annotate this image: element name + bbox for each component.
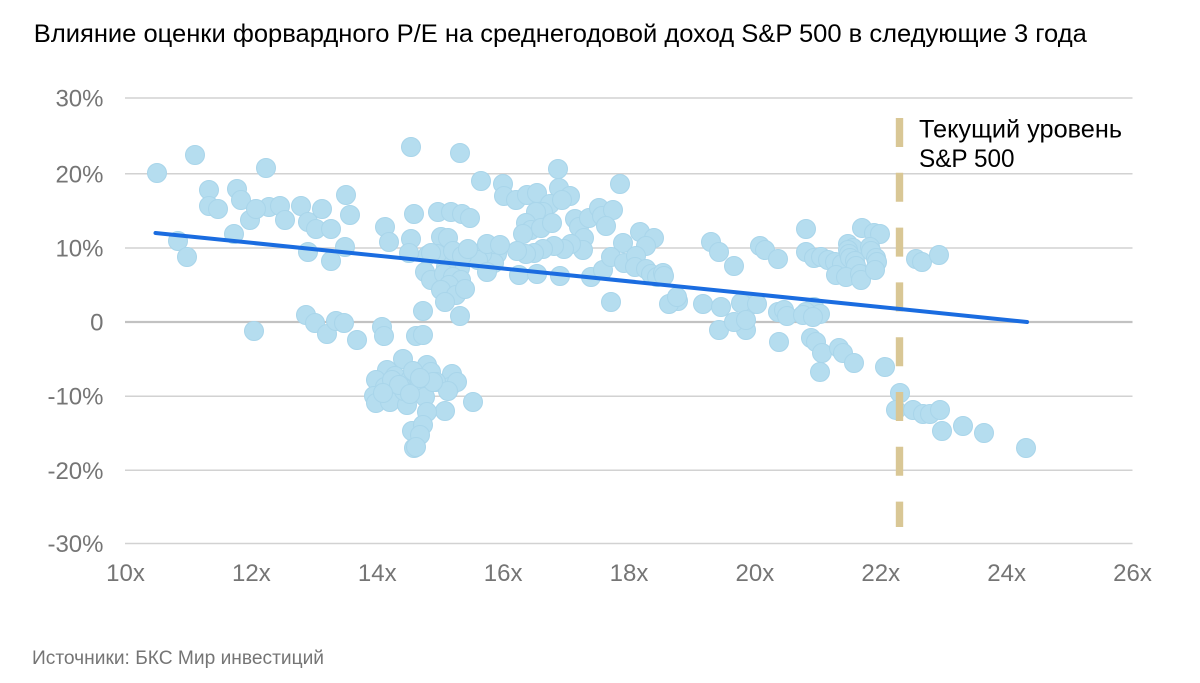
svg-text:-20%: -20% bbox=[47, 458, 103, 485]
svg-text:Источники: БКС Мир инвестиций: Источники: БКС Мир инвестиций bbox=[32, 648, 324, 669]
svg-text:22x: 22x bbox=[861, 560, 900, 587]
svg-text:18x: 18x bbox=[610, 560, 649, 587]
svg-text:Текущий уровень: Текущий уровень bbox=[919, 116, 1122, 144]
svg-text:10%: 10% bbox=[55, 236, 103, 263]
svg-text:20%: 20% bbox=[55, 161, 103, 188]
svg-text:12x: 12x bbox=[232, 560, 271, 587]
svg-text:S&P 500: S&P 500 bbox=[919, 145, 1015, 173]
svg-text:-30%: -30% bbox=[47, 531, 103, 558]
svg-text:14x: 14x bbox=[358, 560, 397, 587]
svg-text:30%: 30% bbox=[55, 86, 103, 113]
svg-text:20x: 20x bbox=[736, 560, 775, 587]
svg-text:-10%: -10% bbox=[47, 384, 103, 411]
svg-text:26x: 26x bbox=[1113, 560, 1152, 587]
svg-text:0: 0 bbox=[90, 310, 103, 337]
svg-text:24x: 24x bbox=[987, 560, 1026, 587]
svg-text:Влияние оценки форвардного P/E: Влияние оценки форвардного P/E на средне… bbox=[34, 20, 1087, 48]
svg-text:16x: 16x bbox=[484, 560, 523, 587]
svg-text:10x: 10x bbox=[106, 560, 145, 587]
